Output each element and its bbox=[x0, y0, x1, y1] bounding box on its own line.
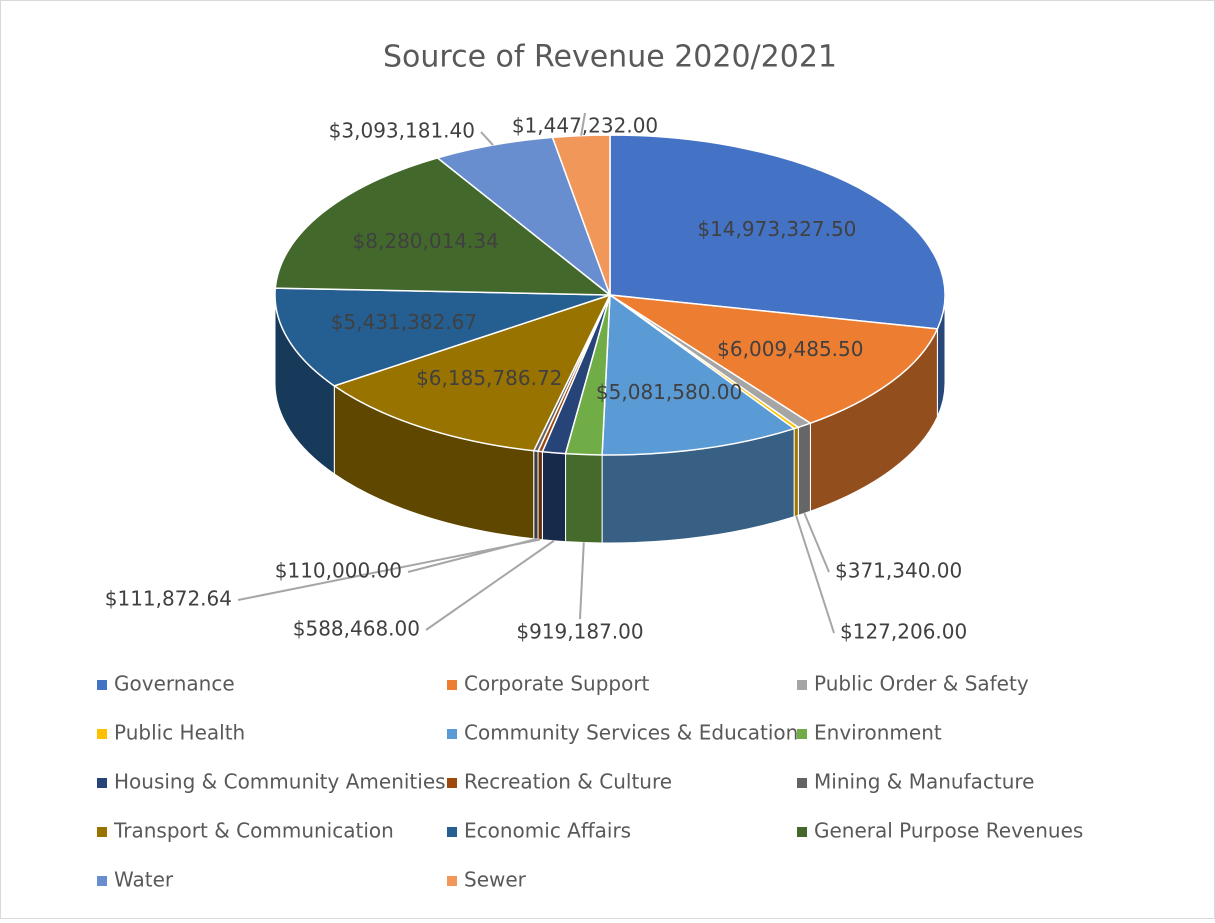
slice bbox=[332, 293, 612, 452]
leader-line bbox=[480, 131, 494, 146]
legend-label: Housing & Community Amenities bbox=[114, 770, 446, 794]
legend-label: Mining & Manufacture bbox=[814, 770, 1035, 794]
legend-swatch bbox=[97, 876, 107, 886]
legend-swatch bbox=[797, 778, 807, 788]
leader-line bbox=[579, 542, 585, 620]
data-label: $6,185,786.72 bbox=[416, 366, 562, 390]
data-label: $8,280,014.34 bbox=[353, 229, 499, 253]
legend-swatch bbox=[447, 827, 457, 837]
data-label: $14,973,327.50 bbox=[697, 217, 856, 241]
legend-label: Water bbox=[114, 868, 174, 892]
data-label: $111,872.64 bbox=[105, 587, 232, 611]
legend-label: Governance bbox=[114, 672, 235, 696]
legend-swatch bbox=[447, 778, 457, 788]
legend-swatch bbox=[797, 729, 807, 739]
legend-label: Corporate Support bbox=[464, 672, 650, 696]
legend-label: Sewer bbox=[464, 868, 527, 892]
data-label: $588,468.00 bbox=[293, 617, 420, 641]
legend-label: Economic Affairs bbox=[464, 819, 631, 843]
data-label: $371,340.00 bbox=[835, 559, 962, 583]
leader-line bbox=[803, 512, 830, 573]
data-label: $5,431,382.67 bbox=[331, 310, 477, 334]
slice bbox=[274, 287, 611, 387]
legend-swatch bbox=[97, 827, 107, 837]
data-label: $110,000.00 bbox=[275, 559, 402, 583]
data-label: $127,206.00 bbox=[840, 620, 967, 644]
legend-swatch bbox=[97, 680, 107, 690]
legend-label: Community Services & Education bbox=[464, 721, 798, 745]
slice bbox=[609, 134, 946, 330]
slice-side bbox=[793, 426, 799, 518]
chart-title: Source of Revenue 2020/2021 bbox=[383, 40, 837, 75]
legend-swatch bbox=[797, 680, 807, 690]
leader-line bbox=[795, 515, 835, 634]
legend-label: General Purpose Revenues bbox=[814, 819, 1083, 843]
legend-swatch bbox=[447, 876, 457, 886]
leader-line bbox=[580, 112, 586, 136]
legend-label: Public Health bbox=[114, 721, 245, 745]
slice-side bbox=[541, 451, 567, 543]
slice-side bbox=[537, 450, 543, 541]
slice bbox=[601, 293, 796, 456]
legend-label: Recreation & Culture bbox=[464, 770, 672, 794]
legend-swatch bbox=[447, 729, 457, 739]
legend-label: Environment bbox=[814, 721, 942, 745]
legend-swatch bbox=[97, 778, 107, 788]
data-label: $5,081,580.00 bbox=[596, 380, 742, 404]
data-label: $6,009,485.50 bbox=[717, 337, 863, 361]
leader-line bbox=[237, 538, 541, 601]
data-label: $919,187.00 bbox=[516, 620, 643, 644]
leader-line bbox=[407, 538, 537, 573]
slice-side bbox=[797, 422, 811, 517]
slice bbox=[274, 157, 613, 296]
data-label: $1,447,232.00 bbox=[512, 114, 658, 138]
slice bbox=[609, 294, 939, 425]
legend-swatch bbox=[97, 729, 107, 739]
data-label: $3,093,181.40 bbox=[329, 119, 475, 143]
leader-line bbox=[425, 539, 555, 631]
legend-label: Public Order & Safety bbox=[814, 672, 1029, 696]
legend-swatch bbox=[797, 827, 807, 837]
legend-label: Transport & Communication bbox=[113, 819, 394, 843]
legend-swatch bbox=[447, 680, 457, 690]
slice-side bbox=[565, 453, 603, 544]
slice-side bbox=[533, 450, 539, 540]
